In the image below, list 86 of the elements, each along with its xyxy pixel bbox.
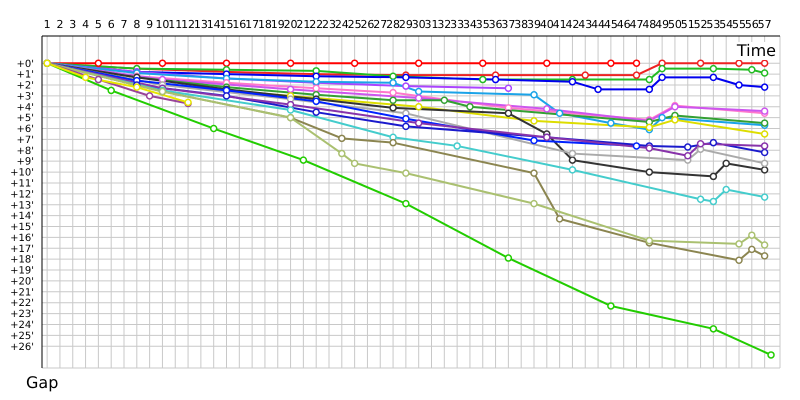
x-tick-label: 23: [322, 18, 336, 31]
x-tick-label: 20: [284, 18, 298, 31]
x-tick-label: 27: [373, 18, 388, 31]
x-tick-label: 28: [386, 18, 400, 31]
x-tick-label: 10: [155, 18, 170, 31]
x-tick-label: 44: [591, 18, 606, 31]
x-tick-label: 13: [194, 18, 208, 31]
y-tick-label: +24': [10, 320, 34, 332]
x-tick-label: 24: [334, 18, 349, 31]
x-tick-label: 4: [82, 18, 90, 31]
x-tick-label: 5: [94, 18, 102, 31]
x-tick-label: 46: [616, 18, 631, 31]
y-tick-label: +17': [10, 244, 34, 255]
x-tick-label: 11: [168, 18, 182, 31]
x-tick-label: 7: [120, 18, 128, 31]
y-tick-label: +18': [10, 254, 34, 266]
y-tick-label: +2': [16, 80, 34, 92]
x-tick-label: 33: [450, 18, 464, 31]
x-tick-label: 30: [412, 18, 426, 31]
x-tick-label: 19: [270, 18, 285, 31]
y-tick-label: +23': [10, 309, 34, 320]
x-tick-label: 52: [694, 18, 708, 31]
x-tick-label: 26: [360, 18, 374, 31]
y-tick-label: +1': [16, 70, 34, 81]
x-tick-label: 54: [719, 18, 734, 31]
x-tick-label: 43: [578, 18, 592, 31]
y-tick-label: +11': [10, 178, 34, 190]
y-tick-label: +0': [16, 58, 34, 70]
y-tick-label: +8': [16, 146, 34, 157]
y-tick-label: +13': [10, 200, 34, 212]
x-tick-label: 41: [552, 18, 567, 31]
x-tick-label: 25: [348, 18, 362, 31]
x-tick-label: 6: [108, 18, 115, 31]
x-tick-label: 49: [655, 18, 670, 31]
x-tick-label: 21: [296, 18, 310, 31]
x-tick-label: 53: [706, 18, 720, 31]
x-tick-label: 29: [398, 18, 413, 31]
x-tick-label: 47: [630, 18, 644, 31]
x-tick-label: 48: [642, 18, 656, 31]
y-axis-title: Gap: [26, 373, 58, 392]
x-tick-label: 18: [258, 18, 272, 31]
y-tick-label: +3': [16, 91, 34, 102]
x-tick-label: 34: [462, 18, 477, 31]
x-tick-label: 2: [56, 18, 64, 31]
x-tick-label: 42: [565, 18, 580, 31]
x-tick-label: 51: [680, 18, 695, 31]
y-tick-label: +12': [10, 189, 34, 200]
x-tick-label: 3: [69, 18, 76, 31]
x-tick-label: 14: [206, 18, 221, 31]
y-tick-label: +15': [10, 222, 34, 234]
x-tick-label: 57: [758, 18, 772, 31]
x-tick-label: 45: [604, 18, 618, 31]
y-tick-label: +4': [16, 102, 34, 114]
x-tick-label: 9: [146, 18, 154, 31]
y-tick-label: +6': [16, 124, 34, 136]
x-tick-label: 8: [133, 18, 140, 31]
x-tick-label: 40: [540, 18, 554, 31]
y-tick-label: +26': [10, 342, 34, 353]
x-tick-label: 56: [744, 18, 759, 31]
x-tick-label: 35: [476, 18, 490, 31]
x-tick-label: 37: [501, 18, 516, 31]
x-tick-label: 36: [488, 18, 503, 31]
y-tick-label: +14': [10, 211, 34, 222]
y-tick-label: +19': [10, 266, 34, 277]
y-tick-label: +7': [16, 134, 34, 146]
y-tick-label: +22': [10, 298, 34, 310]
x-tick-label: 38: [514, 18, 528, 31]
y-tick-label: +21': [10, 287, 34, 298]
x-tick-label: 32: [437, 18, 452, 31]
x-tick-label: 12: [181, 18, 196, 31]
y-tick-label: +9': [16, 156, 34, 168]
y-tick-label: +20': [10, 276, 34, 288]
x-tick-label: 39: [527, 18, 541, 31]
x-tick-label: 31: [424, 18, 438, 31]
x-tick-label: 1: [44, 18, 51, 31]
y-tick-label: +16': [10, 232, 34, 244]
x-tick-label: 16: [232, 18, 246, 31]
x-tick-label: 50: [668, 18, 682, 31]
x-tick-label: 22: [309, 18, 324, 31]
x-tick-label: 17: [245, 18, 260, 31]
x-tick-label: 55: [732, 18, 746, 31]
x-tick-label: 15: [220, 18, 234, 31]
x-axis-title: Time: [736, 41, 776, 60]
y-tick-label: +25': [10, 330, 34, 342]
y-tick-label: +5': [16, 113, 34, 124]
y-tick-label: +10': [10, 168, 34, 179]
